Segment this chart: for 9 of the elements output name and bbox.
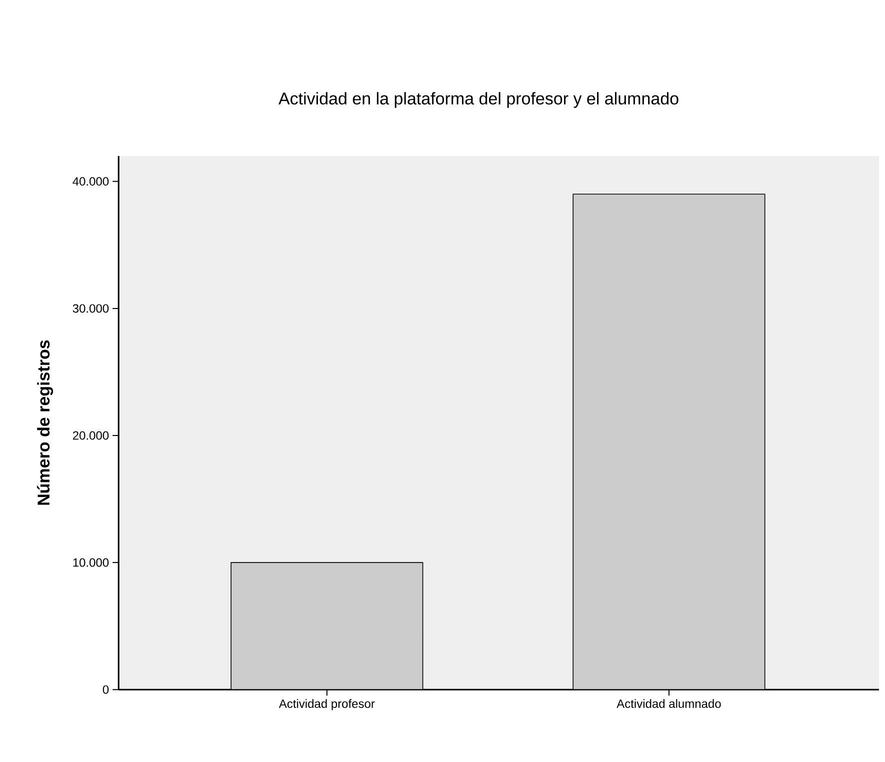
chart-title: Actividad en la plataforma del profesor y el alumnado bbox=[278, 92, 678, 108]
y-tick-label: 0 bbox=[102, 685, 109, 694]
y-tick-label: 10.000 bbox=[73, 558, 109, 567]
x-tick-label: Actividad alumnado bbox=[616, 699, 721, 708]
x-tick-label: Actividad profesor bbox=[278, 699, 375, 710]
y-axis-title: Número de registros bbox=[36, 340, 54, 505]
y-tick-label: 20.000 bbox=[72, 431, 109, 440]
y-tick-label: 40.000 bbox=[72, 177, 109, 186]
y-tick-label: 30.000 bbox=[72, 304, 109, 313]
